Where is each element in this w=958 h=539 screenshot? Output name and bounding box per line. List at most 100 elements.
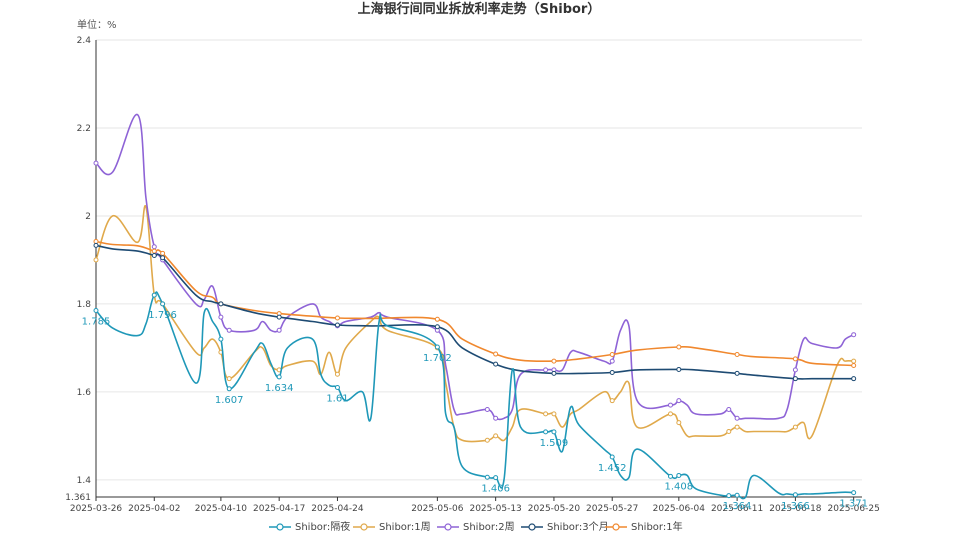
data-point-marker (792, 356, 798, 362)
data-point-marker (609, 454, 615, 460)
x-tick-label: 2025-05-06 (411, 504, 464, 514)
data-point-marker (609, 370, 615, 376)
y-tick-label: 1.361 (65, 493, 91, 503)
data-point-marker (609, 358, 615, 364)
x-tick-label: 2025-03-26 (70, 504, 123, 514)
data-point-marker (609, 398, 615, 404)
data-label: 1.796 (148, 310, 177, 321)
data-point-marker (226, 376, 232, 382)
legend-swatch-marker (276, 523, 284, 531)
data-point-marker (676, 366, 682, 372)
data-point-marker (851, 376, 857, 382)
data-point-marker (151, 244, 157, 250)
legend-swatch-marker (528, 523, 536, 531)
data-point-marker (334, 371, 340, 377)
data-label: 1.785 (82, 317, 111, 328)
legend-swatch-marker (612, 523, 620, 531)
legend-item[interactable]: Shibor:2周 (437, 521, 515, 533)
data-point-marker (726, 493, 732, 499)
gridlines (96, 39, 862, 481)
data-point-marker (543, 411, 549, 417)
data-point-marker (493, 475, 499, 481)
data-point-marker (160, 250, 166, 256)
y-tick-label: 2 (85, 212, 91, 222)
x-tick-label: 2025-04-02 (128, 504, 180, 514)
data-point-marker (151, 248, 157, 254)
data-label: 1.452 (598, 463, 627, 474)
legend-item[interactable]: Shibor:1周 (353, 521, 431, 533)
data-point-marker (93, 160, 99, 166)
legend[interactable]: Shibor:隔夜 Shibor:1周 Shibor:2周 Shibor:3个月 Shi… (269, 520, 683, 533)
x-tick-label: 2025-05-13 (469, 504, 521, 514)
data-point-marker (543, 367, 549, 373)
legend-label: Shibor:3个月 (547, 521, 609, 533)
x-tick-label: 2025-06-04 (653, 504, 706, 514)
data-point-marker (218, 314, 224, 320)
data-point-marker (434, 324, 440, 330)
data-point-marker (734, 424, 740, 430)
y-axis-unit-label: 单位：% (77, 18, 117, 31)
data-point-marker (734, 351, 740, 357)
data-point-marker (218, 301, 224, 307)
series-line (95, 240, 854, 367)
data-point-marker (734, 415, 740, 421)
data-point-marker (676, 344, 682, 350)
data-point-marker (493, 433, 499, 439)
data-point-marker (851, 332, 857, 338)
data-label: 1.408 (665, 481, 694, 492)
x-tick-label: 2025-05-20 (528, 504, 581, 514)
series-line (95, 291, 854, 500)
x-tick-label: 2025-04-10 (195, 504, 248, 514)
data-point-marker (551, 370, 557, 376)
data-labels: 1.785 1.796 1.607 1.634 1.61 1.702 1.406 1.509 1… (82, 310, 868, 512)
legend-swatch-marker (444, 523, 452, 531)
data-point-marker (551, 411, 557, 417)
data-point-marker (792, 492, 798, 498)
y-tick-label: 1.6 (77, 388, 92, 398)
data-point-marker (93, 242, 99, 248)
axes: 1.361 1.4 1.6 1.8 2 2.2 2.4 2025-03-26 2025-04-0… (65, 36, 880, 514)
legend-item[interactable]: Shibor:隔夜 (269, 520, 350, 533)
data-point-marker (434, 316, 440, 322)
data-point-marker (668, 473, 673, 479)
data-point-marker (226, 327, 232, 333)
data-point-marker (218, 336, 224, 342)
data-point-marker (93, 308, 99, 314)
data-point-marker (493, 361, 499, 367)
legend-label: Shibor:1周 (379, 521, 431, 533)
data-point-marker (226, 386, 232, 392)
chart-title: 上海银行间同业拆放利率走势（Shibor） (358, 1, 601, 17)
data-point-marker (551, 358, 557, 364)
data-label: 1.607 (215, 395, 244, 406)
data-label: 1.509 (540, 438, 569, 449)
data-point-marker (668, 411, 673, 417)
y-tick-label: 1.8 (77, 300, 92, 310)
x-tick-label: 2025-06-11 (711, 504, 763, 514)
y-tick-label: 2.4 (77, 36, 92, 46)
data-point-marker (726, 428, 732, 434)
data-point-marker (851, 362, 857, 368)
data-point-marker (93, 257, 99, 263)
data-point-marker (734, 370, 740, 376)
legend-item[interactable]: Shibor:1年 (605, 520, 683, 533)
data-point-marker (151, 292, 157, 298)
legend-item[interactable]: Shibor:3个月 (521, 521, 609, 533)
data-point-marker (276, 374, 282, 380)
data-point-marker (792, 424, 798, 430)
data-point-marker (276, 327, 282, 333)
data-label: 1.702 (423, 353, 452, 364)
data-point-marker (160, 255, 166, 261)
x-tick-label: 2025-06-25 (828, 504, 880, 514)
data-point-marker (493, 415, 499, 421)
data-point-marker (151, 253, 157, 259)
data-point-marker (726, 406, 732, 412)
data-point-marker (334, 322, 340, 328)
data-point-marker (484, 437, 490, 443)
x-tick-label: 2025-04-24 (311, 504, 364, 514)
legend-label: Shibor:1年 (631, 520, 683, 533)
data-label: 1.371 (839, 499, 868, 510)
data-point-marker (676, 472, 682, 478)
legend-label: Shibor:2周 (463, 521, 515, 533)
